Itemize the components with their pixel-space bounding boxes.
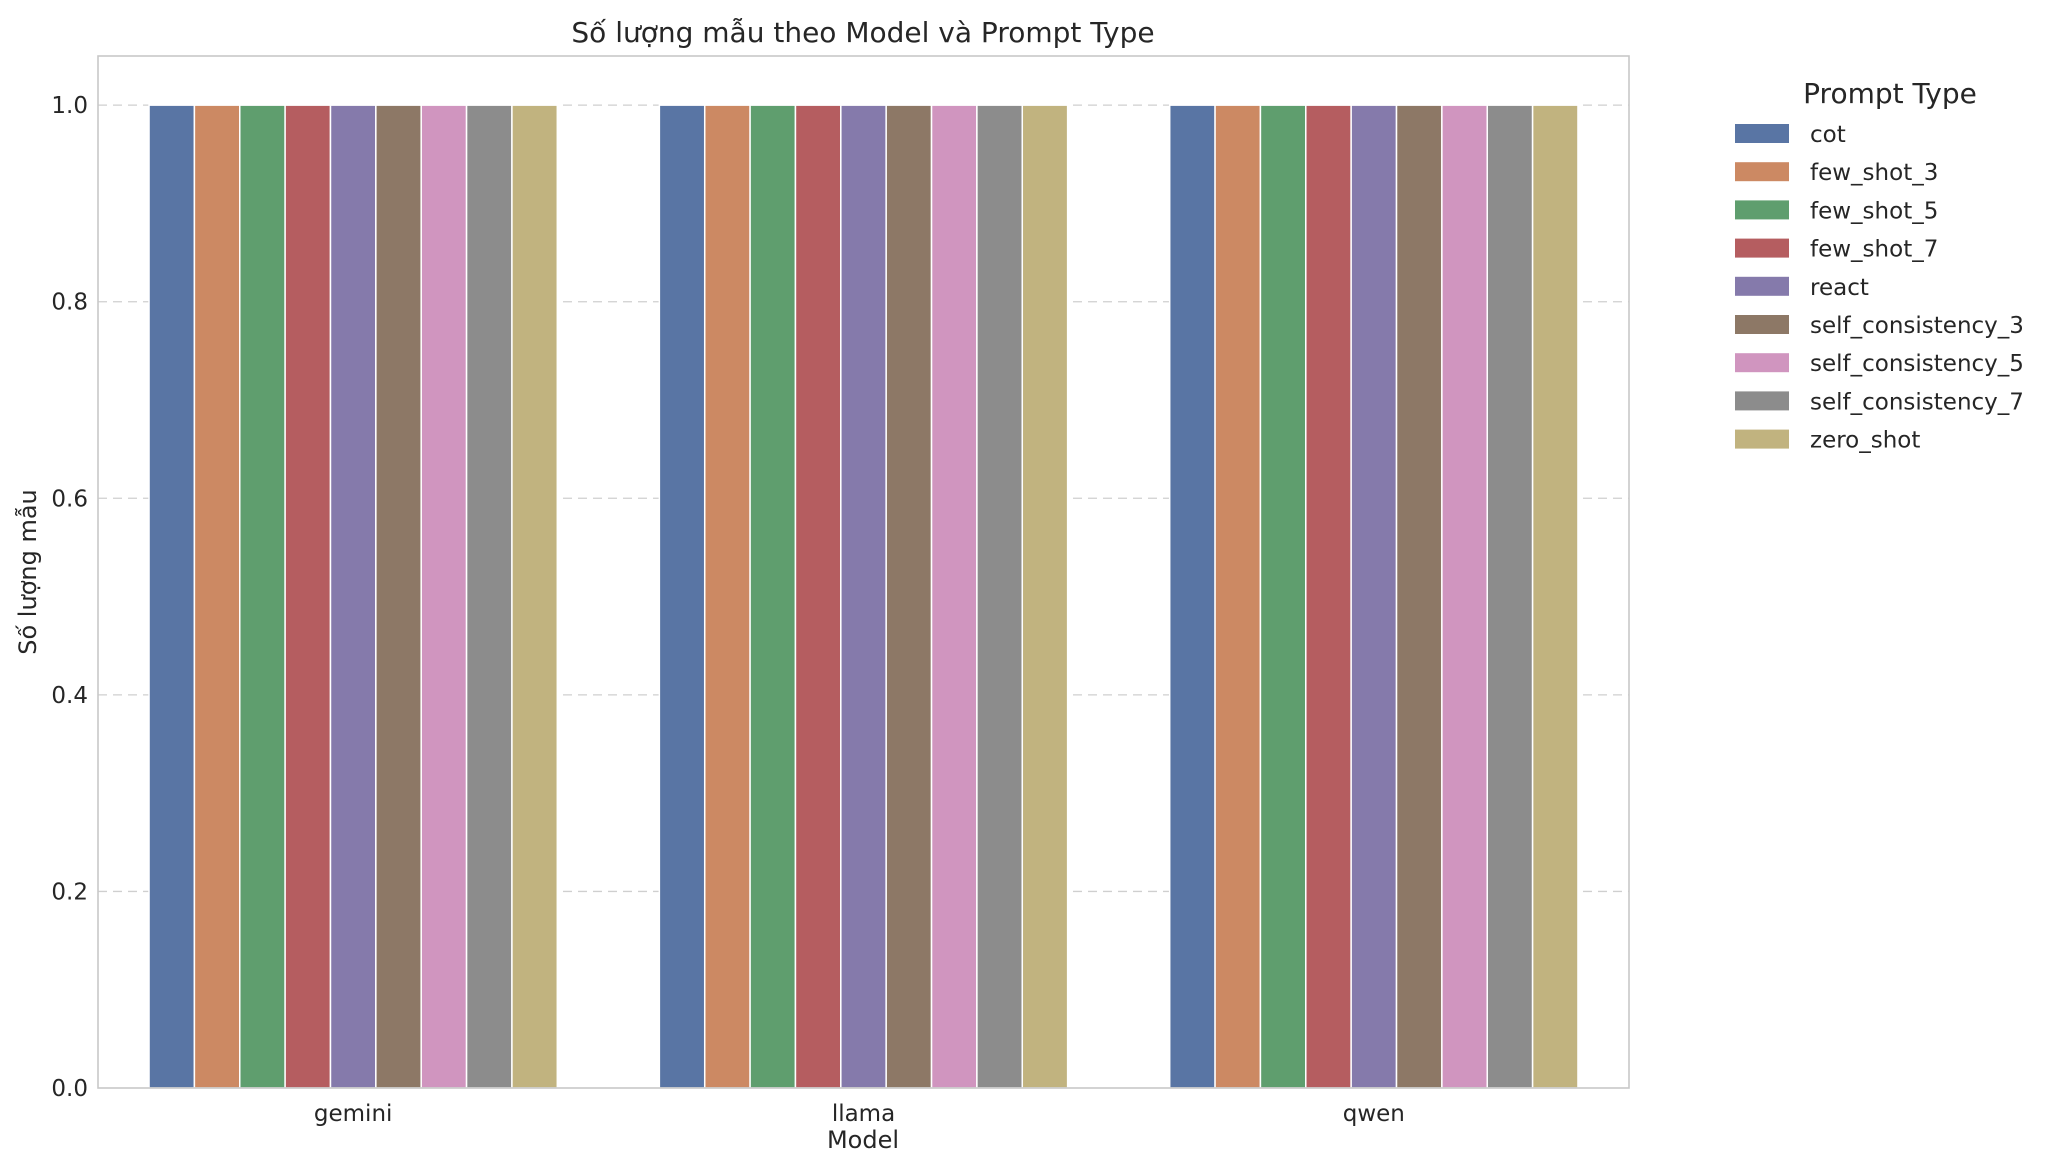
legend-swatch <box>1735 238 1789 258</box>
bar-llama-cot <box>658 104 706 1089</box>
bar-llama-self_consistency_3 <box>885 104 933 1089</box>
legend-swatch <box>1735 162 1789 182</box>
bar-qwen-self_consistency_5 <box>1441 104 1488 1089</box>
y-tick-label: 1.0 <box>51 93 88 119</box>
legend-label: few_shot_3 <box>1810 160 1938 186</box>
legend-swatch <box>1735 391 1789 411</box>
legend-swatch <box>1735 429 1789 449</box>
bar-qwen-cot <box>1168 104 1216 1089</box>
bar-qwen-self_consistency_3 <box>1395 104 1443 1089</box>
legend-label: cot <box>1810 122 1846 148</box>
y-tick-label: 0.2 <box>51 879 88 905</box>
legend: Prompt Type cot few_shot_3 few_shot_5 few_s… <box>1735 77 2024 454</box>
bar-gemini-react <box>329 104 377 1089</box>
legend-label: self_consistency_7 <box>1810 389 2024 415</box>
legend-item-cot: cot <box>1735 122 1846 148</box>
legend-swatch <box>1735 315 1789 334</box>
bar-gemini-few_shot_3 <box>193 104 241 1089</box>
bar-llama-zero_shot <box>1021 104 1069 1089</box>
legend-swatch <box>1735 200 1789 220</box>
bar-qwen-few_shot_5 <box>1259 104 1307 1089</box>
bar-qwen-few_shot_3 <box>1214 104 1262 1089</box>
bar-gemini-self_consistency_7 <box>465 104 513 1089</box>
bar-gemini-few_shot_5 <box>239 104 286 1089</box>
legend-item-self_consistency_7: self_consistency_7 <box>1735 389 2024 415</box>
y-tick-label: 0.6 <box>51 486 88 512</box>
y-tick-label: 0.0 <box>51 1076 88 1102</box>
bar-llama-few_shot_7 <box>794 104 842 1089</box>
x-axis-ticks: gemini llama qwen <box>314 1101 1405 1127</box>
bar-gemini-zero_shot <box>511 104 559 1089</box>
bar-llama-react <box>840 104 887 1089</box>
bar-llama-self_consistency_5 <box>930 104 978 1089</box>
legend-label: few_shot_7 <box>1810 237 1938 263</box>
bar-llama-self_consistency_7 <box>976 104 1024 1089</box>
legend-label: react <box>1810 275 1869 301</box>
y-axis-ticks: 0.0 0.2 0.4 0.6 0.8 1.0 <box>51 93 88 1102</box>
legend-label: zero_shot <box>1810 428 1920 454</box>
legend-item-self_consistency_5: self_consistency_5 <box>1735 351 2024 377</box>
bar-qwen-react <box>1350 104 1398 1089</box>
legend-swatch <box>1735 276 1789 296</box>
legend-label: few_shot_5 <box>1810 198 1938 224</box>
bar-qwen-few_shot_7 <box>1305 104 1352 1089</box>
legend-item-few_shot_5: few_shot_5 <box>1735 198 1938 224</box>
bar-gemini-few_shot_7 <box>284 104 332 1089</box>
bars <box>148 104 1579 1089</box>
legend-swatch <box>1735 353 1789 373</box>
legend-item-zero_shot: zero_shot <box>1735 428 1920 454</box>
legend-item-react: react <box>1735 275 1869 301</box>
bar-gemini-self_consistency_5 <box>420 104 468 1089</box>
y-tick-label: 0.8 <box>51 290 88 316</box>
legend-item-self_consistency_3: self_consistency_3 <box>1735 313 2024 339</box>
legend-swatch <box>1735 124 1789 143</box>
bar-qwen-self_consistency_7 <box>1486 104 1534 1089</box>
plot-frame <box>97 55 1630 1089</box>
bar-llama-few_shot_5 <box>749 104 797 1089</box>
bar-gemini-cot <box>148 104 196 1089</box>
legend-title: Prompt Type <box>1803 77 1977 110</box>
x-axis-label: Model <box>827 1126 899 1154</box>
legend-label: self_consistency_5 <box>1810 351 2024 377</box>
bar-gemini-self_consistency_3 <box>375 104 422 1089</box>
bar-qwen-zero_shot <box>1531 104 1579 1089</box>
x-tick-label: qwen <box>1343 1101 1405 1127</box>
x-tick-label: llama <box>832 1101 895 1127</box>
y-axis-label: Số lượng mẫu <box>13 489 42 654</box>
bar-llama-few_shot_3 <box>703 104 751 1089</box>
legend-label: self_consistency_3 <box>1810 313 2024 339</box>
chart-title: Số lượng mẫu theo Model và Prompt Type <box>571 16 1154 49</box>
legend-item-few_shot_3: few_shot_3 <box>1735 160 1938 186</box>
y-tick-label: 0.4 <box>51 683 88 709</box>
legend-item-few_shot_7: few_shot_7 <box>1735 237 1938 263</box>
x-tick-label: gemini <box>314 1101 393 1127</box>
